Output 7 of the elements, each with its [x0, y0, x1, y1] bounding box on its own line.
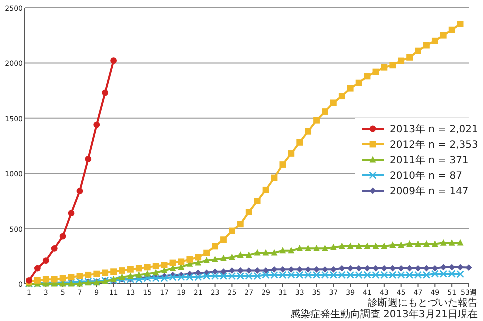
legend-label: 2012年 n = 2,353 — [390, 139, 478, 151]
legend-label: 2009年 n = 147 — [390, 186, 469, 198]
text: 感染症発生動向調査 2013年3月21日現在 — [290, 308, 478, 320]
legend-label: 2013年 n = 2,021 — [390, 124, 478, 136]
legend-label: 2010年 n = 87 — [390, 170, 462, 182]
legend-label: 2011年 n = 371 — [390, 154, 469, 166]
text: 診断週にもとづいた報告 — [368, 297, 478, 309]
